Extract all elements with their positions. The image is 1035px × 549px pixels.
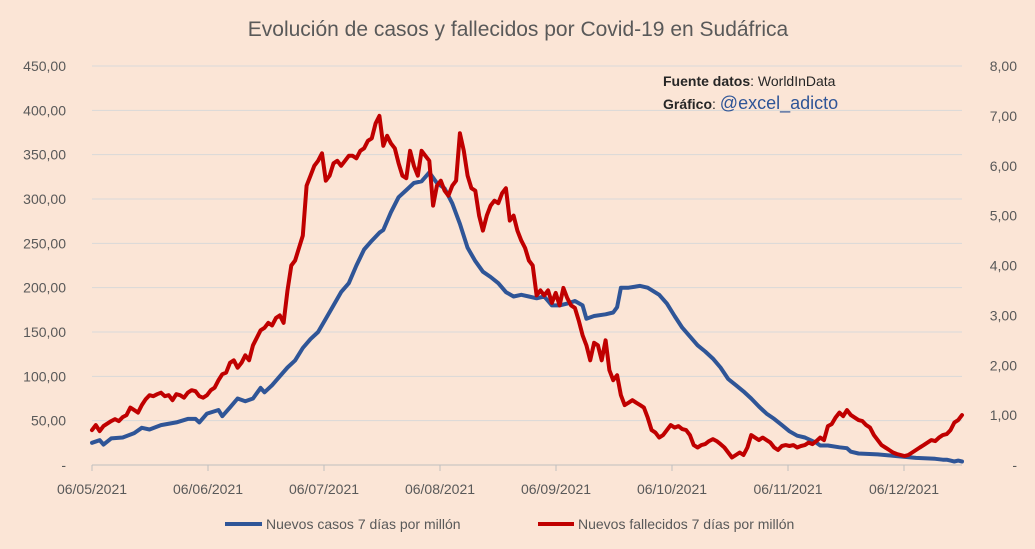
- right-tick-label: 7,00: [990, 108, 1017, 124]
- x-tick-label: 06/10/2021: [637, 481, 707, 497]
- gridlines: [92, 65, 962, 422]
- source-label: Fuente datos: [663, 73, 750, 89]
- left-tick-label: 350,00: [23, 147, 66, 163]
- legend: Nuevos casos 7 días por millón Nuevos fa…: [225, 516, 794, 532]
- source-annotation: Fuente datos: WorldInData Gráfico: @exce…: [663, 73, 838, 114]
- chart-credit-sep: :: [712, 96, 720, 112]
- series-line-cases: [90, 170, 964, 464]
- left-tick-label: 50,00: [31, 413, 66, 429]
- legend-label-deaths: Nuevos fallecidos 7 días por millón: [578, 516, 794, 532]
- chart-credit: Gráfico: @excel_adicto: [663, 93, 838, 114]
- right-tick-label: 5,00: [990, 208, 1017, 224]
- left-tick-label: 150,00: [23, 324, 66, 340]
- source-note: Fuente datos: WorldInData: [663, 73, 836, 89]
- series-line-deaths: [90, 113, 964, 460]
- right-tick-label: 6,00: [990, 158, 1017, 174]
- chart-title: Evolución de casos y fallecidos por Covi…: [248, 18, 789, 41]
- x-tick-label: 06/05/2021: [57, 481, 127, 497]
- left-tick-label: 300,00: [23, 191, 66, 207]
- left-tick-label: 200,00: [23, 280, 66, 296]
- left-tick-label: 250,00: [23, 235, 66, 251]
- left-axis-labels: - 50,00 100,00 150,00 200,00 250,00 300,00 350,…: [23, 58, 66, 473]
- x-tick-label: 06/07/2021: [289, 481, 359, 497]
- x-axis-labels: 06/05/2021 06/06/2021 06/07/2021 06/08/2021…: [57, 464, 962, 497]
- source-value: : WorldInData: [750, 73, 836, 89]
- left-tick-label: -: [61, 457, 66, 473]
- left-tick-label: 450,00: [23, 58, 66, 74]
- x-tick-label: 06/08/2021: [405, 481, 475, 497]
- right-tick-label: 8,00: [990, 58, 1017, 74]
- chart-credit-handle: @excel_adicto: [720, 93, 838, 114]
- series-lines: [90, 113, 964, 464]
- x-tick-label: 06/09/2021: [521, 481, 591, 497]
- right-tick-label: 3,00: [990, 307, 1017, 323]
- right-tick-label: 4,00: [990, 258, 1017, 274]
- x-tick-label: 06/11/2021: [753, 481, 822, 497]
- right-tick-label: -: [1012, 457, 1017, 473]
- right-axis-labels: - 1,00 2,00 3,00 4,00 5,00 6,00 7,00 8,00: [990, 58, 1018, 473]
- x-tick-label: 06/12/2021: [869, 481, 939, 497]
- right-tick-label: 2,00: [990, 357, 1017, 373]
- left-tick-label: 100,00: [23, 368, 66, 384]
- chart-credit-label: Gráfico: [663, 96, 712, 112]
- left-tick-label: 400,00: [23, 102, 66, 118]
- x-tick-label: 06/06/2021: [173, 481, 243, 497]
- right-tick-label: 1,00: [990, 407, 1017, 423]
- legend-label-cases: Nuevos casos 7 días por millón: [266, 516, 461, 532]
